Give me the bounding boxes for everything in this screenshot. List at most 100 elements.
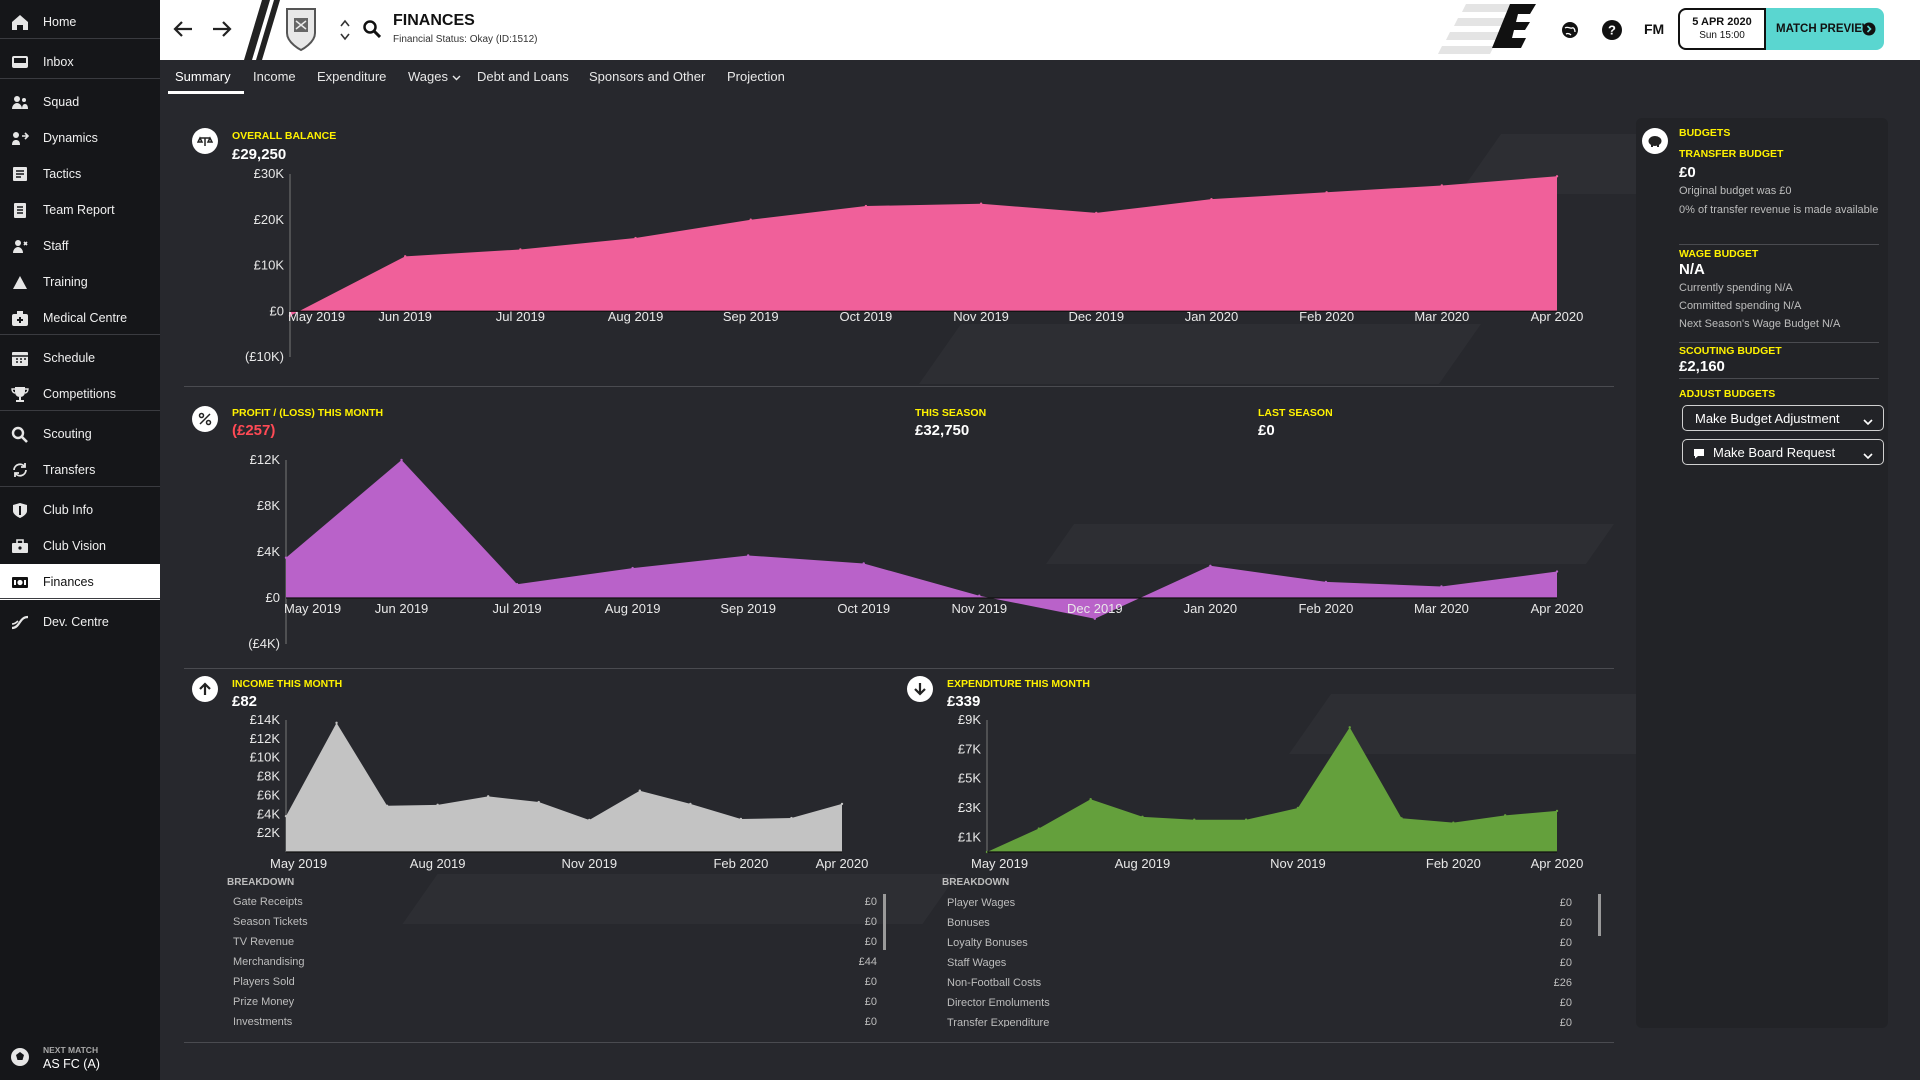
tab-expenditure[interactable]: Expenditure [317, 69, 386, 84]
x-tick-label: Apr 2020 [1531, 601, 1584, 616]
sidebar-item-club-vision[interactable]: Club Vision [0, 528, 160, 564]
tab-wages[interactable]: Wages [408, 69, 461, 84]
x-tick-label: Sep 2019 [720, 601, 776, 616]
budget-divider [1679, 378, 1879, 379]
budgets-panel: BUDGETS TRANSFER BUDGET £0 Original budg… [1636, 118, 1888, 1028]
y-tick-label: £4K [257, 544, 280, 559]
breakdown-row-label: Players Sold [233, 976, 295, 988]
y-tick-label: £4K [257, 806, 280, 821]
match-preview-button[interactable]: MATCH PREVIEW [1766, 8, 1884, 50]
sidebar-item-club-info[interactable]: Club Info [0, 492, 160, 528]
help-icon[interactable]: ? [1601, 19, 1623, 46]
sidebar-item-label: Medical Centre [43, 311, 128, 325]
tab-sponsors-and-other[interactable]: Sponsors and Other [589, 69, 705, 84]
x-tick-label: Nov 2019 [953, 309, 1009, 324]
search-icon[interactable] [363, 20, 382, 43]
data-point [864, 204, 868, 208]
shield-icon [11, 502, 29, 518]
budget-divider [1679, 342, 1879, 343]
breakdown-row-amount: £0 [1559, 957, 1572, 969]
adjust-budgets-caption: ADJUST BUDGETS [1679, 388, 1776, 400]
data-point [1037, 827, 1041, 830]
next-match[interactable]: NEXT MATCH AS FC (A) [0, 1035, 160, 1080]
sidebar-item-label: Club Vision [43, 539, 107, 553]
squad-icon [11, 94, 29, 110]
club-crest-icon[interactable] [284, 6, 318, 57]
expenditure-scrollbar[interactable] [1598, 894, 1601, 936]
sidebar-item-label: Competitions [43, 387, 116, 401]
tab-debt-and-loans[interactable]: Debt and Loans [477, 69, 569, 84]
overall-balance-caption: OVERALL BALANCE [232, 130, 337, 142]
breakdown-row-label: Loyalty Bonuses [947, 937, 1028, 949]
make-board-request-button[interactable]: Make Board Request [1682, 439, 1884, 465]
transfer-icon [11, 462, 29, 478]
y-tick-label: £2K [257, 825, 280, 840]
sidebar-item-dev-centre[interactable]: Dev. Centre [0, 604, 160, 640]
sidebar-item-staff[interactable]: Staff [0, 228, 160, 264]
x-tick-label: Mar 2020 [1414, 601, 1469, 616]
section-divider [184, 1042, 1614, 1043]
sidebar-item-home[interactable]: Home [0, 4, 160, 40]
current-date: 5 APR 2020 [1692, 16, 1752, 28]
y-tick-label: £0 [270, 303, 284, 318]
sidebar-item-team-report[interactable]: Team Report [0, 192, 160, 228]
sidebar-item-dynamics[interactable]: Dynamics [0, 120, 160, 156]
x-tick-label: Jul 2019 [493, 601, 542, 616]
page-title: FINANCES [393, 12, 475, 29]
back-arrow-icon[interactable] [172, 18, 194, 45]
data-point [519, 248, 522, 251]
data-point [1555, 570, 1559, 573]
data-point [862, 562, 865, 565]
chevron-updown-icon[interactable] [340, 18, 350, 47]
sidebar-item-finances[interactable]: Finances [0, 564, 160, 600]
breakdown-row-label: Transfer Expenditure [947, 1017, 1050, 1027]
sidebar-item-medical-centre[interactable]: Medical Centre [0, 300, 160, 336]
income-value: £82 [232, 693, 258, 710]
area-series [987, 727, 1557, 852]
x-tick-label: Nov 2019 [561, 856, 617, 871]
x-tick-label: May 2019 [270, 856, 327, 871]
data-point [790, 816, 793, 820]
make-budget-adjustment-button[interactable]: Make Budget Adjustment [1682, 405, 1884, 431]
y-tick-label: £9K [958, 712, 981, 727]
sidebar-item-schedule[interactable]: Schedule [0, 340, 160, 376]
date-display[interactable]: 5 APR 2020 Sun 15:00 [1678, 8, 1766, 50]
data-point [1193, 818, 1196, 821]
breakdown-row-amount: £0 [864, 896, 877, 908]
balance-chart: (£10K) £0 £10K £20K £30K May 2019 Jun 2019 Jul … [245, 166, 1583, 364]
sidebar-item-label: Schedule [43, 351, 96, 365]
data-point [1324, 580, 1328, 584]
sidebar-item-label: Dev. Centre [43, 615, 109, 629]
tab-summary[interactable]: Summary [175, 69, 231, 84]
svg-text:?: ? [1608, 23, 1616, 38]
sidebar-item-inbox[interactable]: Inbox [0, 44, 160, 80]
wage-next-season: Next Season's Wage Budget N/A [1679, 318, 1841, 330]
sidebar-item-label: Squad [43, 95, 80, 109]
data-point [385, 804, 389, 807]
board-request-label: Make Board Request [1713, 444, 1836, 460]
y-tick-label: £0 [266, 590, 280, 605]
sidebar-item-competitions[interactable]: Competitions [0, 376, 160, 412]
tab-label: Expenditure [317, 69, 387, 84]
sidebar-item-transfers[interactable]: Transfers [0, 452, 160, 488]
y-tick-label: £20K [254, 212, 285, 227]
sidebar-item-label: Dynamics [43, 131, 98, 145]
breakdown-row-amount: £0 [864, 996, 877, 1008]
budget-divider [1679, 244, 1879, 245]
sidebar-item-squad[interactable]: Squad [0, 84, 160, 120]
data-point [537, 800, 540, 804]
x-tick-label: Aug 2019 [1115, 856, 1171, 871]
sidebar-item-scouting[interactable]: Scouting [0, 416, 160, 452]
income-scrollbar[interactable] [883, 894, 886, 950]
y-tick-label: £8K [257, 498, 280, 513]
tab-income[interactable]: Income [253, 69, 296, 84]
tab-projection[interactable]: Projection [727, 69, 785, 84]
data-point [335, 721, 338, 725]
football-icon [10, 1047, 30, 1072]
forward-arrow-icon[interactable] [211, 18, 233, 45]
world-icon[interactable] [1560, 20, 1580, 45]
sidebar-item-tactics[interactable]: Tactics [0, 156, 160, 192]
breakdown-row-label: Director Emoluments [947, 997, 1050, 1009]
fm-menu-button[interactable]: FM [1644, 21, 1665, 37]
sidebar-item-training[interactable]: Training [0, 264, 160, 300]
